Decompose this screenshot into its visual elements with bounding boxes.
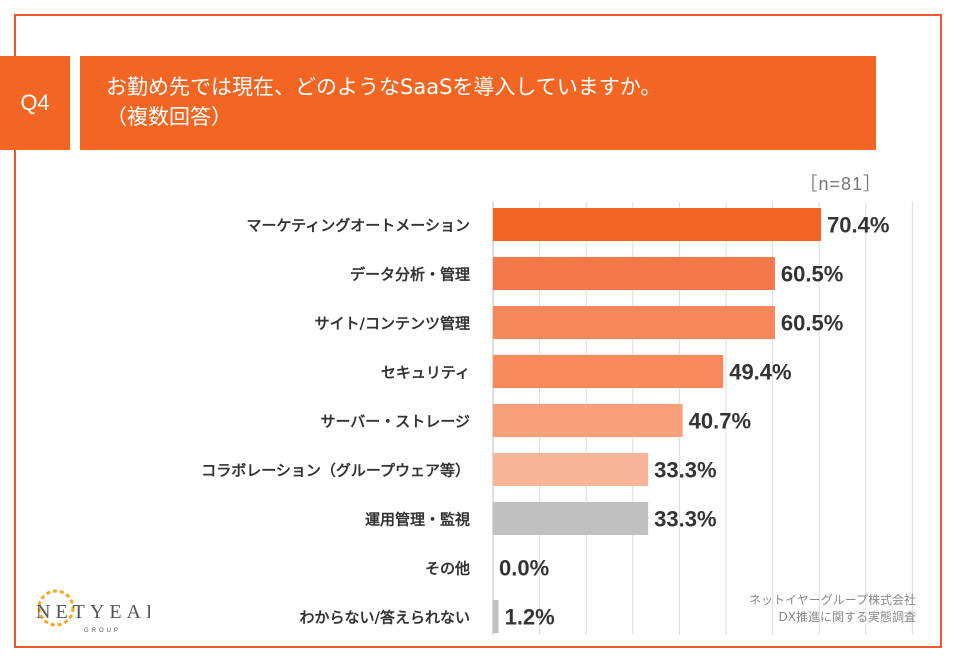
footer-survey: DX推進に関する実態調査 xyxy=(778,610,916,624)
bar xyxy=(493,502,649,535)
question-banner: お勤め先では現在、どのようなSaaSを導入していますか。 （複数回答） xyxy=(80,56,876,150)
sample-size-label: ［n=81］ xyxy=(799,174,882,194)
chart-frame xyxy=(14,14,942,648)
category-label: わからない/答えられない xyxy=(300,609,470,627)
value-label: 33.3% xyxy=(654,507,716,532)
category-label: コラボレーション（グループウェア等） xyxy=(201,462,470,480)
category-label: データ分析・管理 xyxy=(350,266,470,284)
category-label: サイト/コンテンツ管理 xyxy=(315,315,470,333)
bar xyxy=(493,453,649,486)
question-number: Q4 xyxy=(20,90,50,115)
value-label: 40.7% xyxy=(689,409,751,434)
netyear-logo: NETYEAR GROUP xyxy=(36,589,150,634)
value-label: 60.5% xyxy=(781,311,843,336)
question-number-badge: Q4 xyxy=(0,56,70,150)
logo-brand-text: NETYEAR xyxy=(36,601,150,623)
value-label: 49.4% xyxy=(729,360,791,385)
question-text-line1: お勤め先では現在、どのようなSaaSを導入していますか。 xyxy=(106,75,662,99)
question-text-line2: （複数回答） xyxy=(106,105,232,129)
source-footer: ネットイヤーグループ株式会社 DX推進に関する実態調査 xyxy=(749,592,916,626)
bar xyxy=(493,306,775,339)
bar xyxy=(493,355,724,388)
value-label: 0.0% xyxy=(499,556,549,581)
logo-sun-icon xyxy=(37,589,75,627)
logo-sub-text: GROUP xyxy=(84,628,121,634)
bar xyxy=(493,404,683,437)
value-label: 1.2% xyxy=(505,605,555,630)
bar xyxy=(493,600,499,633)
category-label: マーケティングオートメーション xyxy=(246,217,470,235)
category-label: セキュリティ xyxy=(381,364,470,382)
bar xyxy=(493,208,822,241)
bar xyxy=(493,257,775,290)
value-label: 33.3% xyxy=(654,458,716,483)
category-label: サーバー・ストレージ xyxy=(320,413,470,431)
value-label: 70.4% xyxy=(827,213,889,238)
category-label: その他 xyxy=(425,560,470,578)
footer-company: ネットイヤーグループ株式会社 xyxy=(749,593,916,607)
category-label: 運用管理・監視 xyxy=(365,511,470,529)
value-label: 60.5% xyxy=(781,262,843,287)
